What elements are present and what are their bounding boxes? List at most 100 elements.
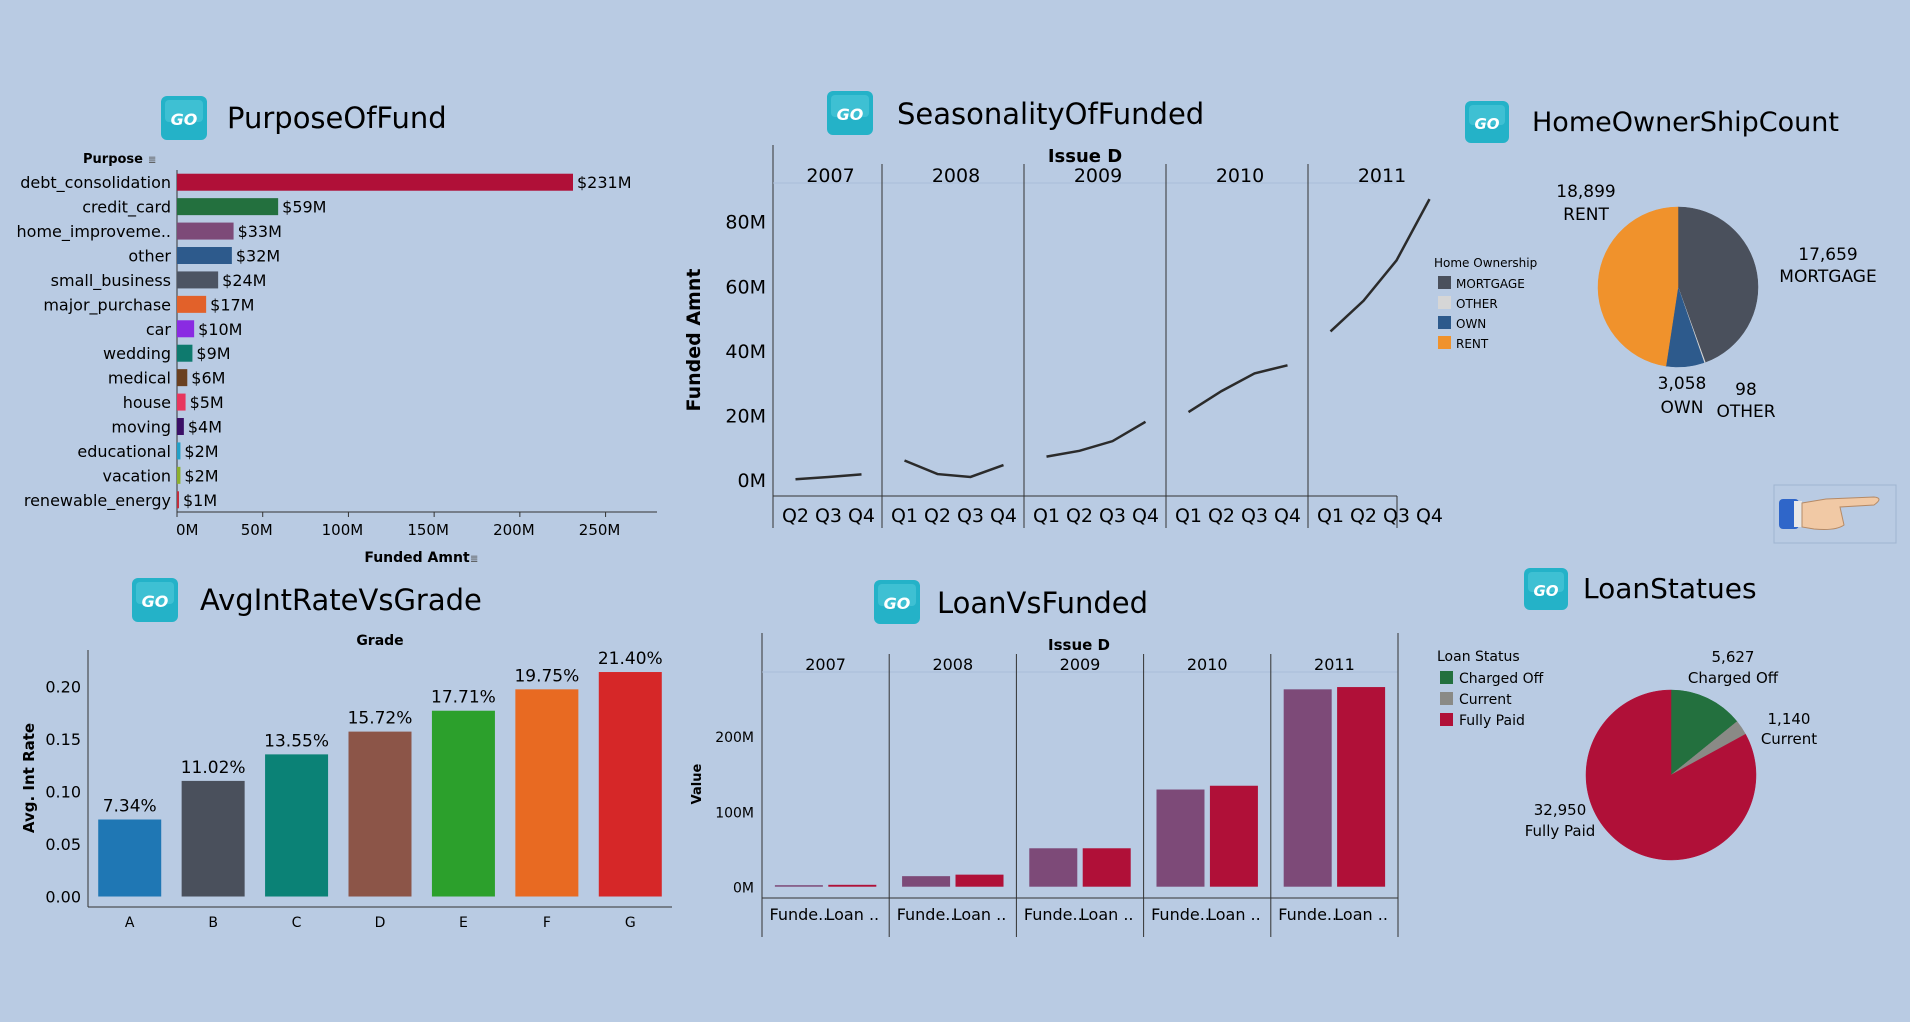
quarter-label: Q2 [1066, 505, 1093, 527]
data-label: $4M [188, 418, 222, 437]
series-line [1187, 364, 1288, 414]
year-header: 2011 [1358, 165, 1406, 187]
y-tick-label: 0.05 [45, 835, 81, 854]
data-label: 7.34% [103, 797, 157, 817]
data-label: 21.40% [598, 649, 663, 669]
slice-name-label: Current [1761, 730, 1817, 748]
y-tick-label: 0.15 [45, 730, 81, 749]
data-label: $33M [238, 222, 282, 241]
go-logo-icon: GO [874, 580, 920, 624]
category-label: debt_consolidation [20, 173, 171, 193]
legend-swatch [1438, 296, 1451, 309]
data-label: $2M [184, 442, 218, 461]
pie-slice [1670, 689, 1738, 776]
category-label: educational [77, 442, 171, 461]
y-tick-label: 80M [725, 212, 766, 234]
data-label: 15.72% [348, 709, 413, 729]
x-tick-label: 250M [579, 521, 621, 539]
bar-label: Loan .. [825, 905, 879, 924]
legend-swatch [1440, 692, 1453, 705]
slice-name-label: MORTGAGE [1779, 267, 1876, 287]
bar [98, 819, 162, 897]
year-header: 2007 [805, 655, 846, 674]
bar [177, 466, 181, 484]
quarter-label: Q1 [891, 505, 918, 527]
data-label: $2M [184, 466, 218, 485]
bar [1029, 848, 1078, 887]
year-header: 2008 [932, 655, 973, 674]
bar [181, 780, 245, 897]
bar-label: Loan .. [1080, 905, 1134, 924]
bar-label: Loan .. [1207, 905, 1261, 924]
quarter-label: Q4 [1416, 505, 1443, 527]
bar [1209, 785, 1258, 887]
legend-swatch [1440, 671, 1453, 684]
y-tick-label: 0M [733, 881, 754, 897]
slice-name-label: RENT [1563, 205, 1609, 225]
go-logo-icon: GO [1465, 101, 1509, 143]
x-axis-title: Funded Amnt [364, 550, 470, 566]
bar-label: Funde.. [1024, 905, 1083, 924]
pie-slice [1585, 689, 1757, 861]
go-logo-icon: GO [132, 578, 178, 622]
home-title: HomeOwnerShipCount [1532, 107, 1839, 138]
bar [1082, 848, 1131, 887]
quarter-label: Q3 [1099, 505, 1126, 527]
slice-name-label: OWN [1661, 398, 1704, 418]
seasonality-title: SeasonalityOfFunded [897, 97, 1204, 131]
x-tick-label: 0M [176, 521, 199, 539]
purpose-title: PurposeOfFund [227, 101, 447, 135]
x-tick-label: C [292, 915, 302, 931]
category-label: car [146, 320, 172, 339]
bar [348, 731, 412, 897]
x-tick-label: E [459, 915, 468, 931]
series-line [1046, 420, 1147, 458]
year-header: 2010 [1187, 655, 1228, 674]
y-tick-label: 100M [715, 805, 754, 821]
category-label: moving [111, 418, 171, 437]
legend-label: Charged Off [1459, 671, 1544, 687]
slice-name-label: OTHER [1716, 402, 1775, 422]
y-tick-label: 200M [715, 730, 754, 746]
data-label: $59M [282, 198, 326, 217]
data-label: $32M [236, 247, 280, 266]
home-ownership-chart: Home Ownership MORTGAGE OTHER OWN RENT 17,659… [1434, 182, 1877, 422]
column-header: Issue D [1048, 636, 1110, 654]
pie-slice [1597, 206, 1679, 367]
loanvs-header: GO LoanVsFunded [874, 580, 1148, 624]
category-label: medical [108, 369, 171, 388]
legend-swatch [1440, 713, 1453, 726]
x-tick-label: D [375, 915, 386, 931]
bar [1283, 689, 1332, 887]
pointing-hand-icon[interactable] [1773, 484, 1897, 544]
year-header: 2011 [1314, 655, 1355, 674]
sort-icon: ≣ [470, 554, 478, 565]
purpose-header: GO PurposeOfFund [161, 96, 447, 140]
category-label: renewable_energy [24, 491, 171, 511]
x-tick-label: G [625, 915, 636, 931]
avgint-header: GO AvgIntRateVsGrade [132, 578, 482, 622]
bar [774, 885, 823, 887]
quarter-label: Q2 [1350, 505, 1377, 527]
bar [177, 442, 181, 460]
loan-status-chart: Loan Status Charged Off Current Fully Paid 5… [1437, 648, 1817, 861]
y-tick-label: 0.20 [45, 678, 81, 697]
bar [515, 689, 579, 897]
quarter-label: Q2 [924, 505, 951, 527]
x-tick-label: 200M [493, 521, 535, 539]
bar [431, 710, 495, 897]
slice-name-label: Fully Paid [1525, 822, 1596, 840]
legend-swatch [1438, 316, 1451, 329]
bar [177, 418, 184, 435]
series-line [904, 459, 1004, 479]
category-label: vacation [102, 466, 171, 485]
bar-label: Funde.. [769, 905, 828, 924]
quarter-label: Q1 [1175, 505, 1202, 527]
bar [265, 754, 329, 897]
go-logo-text: GO [171, 110, 198, 129]
bar-label: Funde.. [897, 905, 956, 924]
seasonality-header: GO SeasonalityOfFunded [827, 91, 1204, 135]
legend-label: RENT [1456, 337, 1489, 351]
bar [177, 271, 219, 289]
go-logo-text: GO [1474, 115, 1499, 133]
